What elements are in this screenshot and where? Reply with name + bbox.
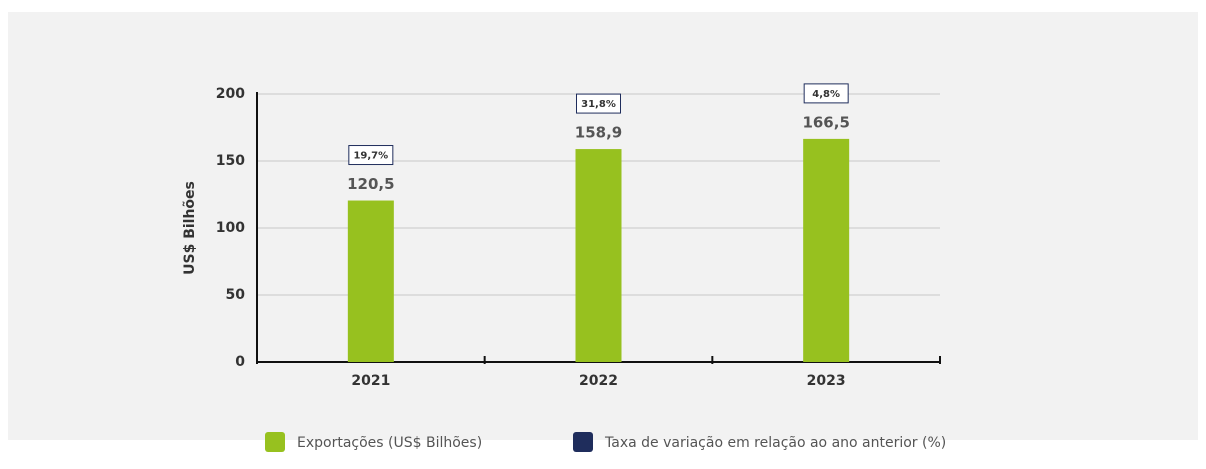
y-tick-label: 150 [216, 153, 245, 169]
y-tick-label: 50 [226, 287, 246, 303]
legend-swatch [265, 432, 285, 452]
value-label: 120,5 [347, 175, 394, 193]
rate-box [803, 83, 849, 104]
x-tick-label: 2022 [579, 373, 618, 389]
y-tick-label: 100 [216, 220, 245, 236]
x-tick-label: 2023 [807, 373, 846, 389]
rate-label: 4,8% [812, 89, 840, 100]
bar [803, 138, 850, 362]
rate-label: 19,7% [353, 151, 388, 162]
bar [575, 149, 622, 362]
y-axis-label: US$ Bilhões [182, 181, 198, 275]
bar [347, 200, 394, 362]
y-tick-label: 200 [216, 86, 245, 102]
rate-box [348, 145, 394, 166]
value-label: 166,5 [802, 113, 849, 131]
legend-swatch [573, 432, 593, 452]
x-tick-label: 2021 [351, 373, 390, 389]
value-label: 158,9 [575, 124, 622, 142]
legend-label: Taxa de variação em relação ao ano anter… [604, 435, 946, 451]
rate-label: 31,8% [581, 99, 616, 110]
rate-box [576, 93, 621, 114]
y-tick-label: 0 [235, 354, 245, 370]
legend-label: Exportações (US$ Bilhões) [297, 435, 482, 451]
